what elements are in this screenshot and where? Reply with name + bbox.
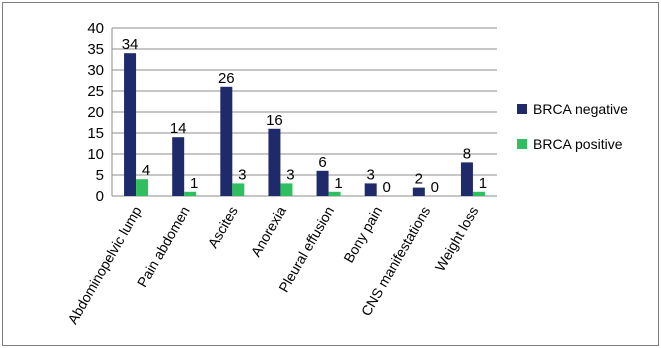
y-tick-label: 25 — [87, 83, 104, 100]
data-label-brca-positive: 3 — [286, 166, 294, 183]
bar-brca-positive — [280, 183, 293, 196]
y-tick-label: 0 — [96, 188, 104, 205]
y-tick-label: 35 — [87, 41, 104, 58]
data-label-brca-positive: 4 — [142, 162, 150, 179]
data-label-brca-positive: 3 — [238, 166, 246, 183]
bar-brca-negative — [220, 86, 233, 196]
legend-swatch — [517, 139, 527, 149]
bar-brca-negative — [124, 53, 137, 197]
data-label-brca-positive: 0 — [383, 179, 391, 196]
bar-brca-negative — [460, 162, 473, 196]
y-tick-label: 30 — [87, 62, 104, 79]
y-tick-label: 15 — [87, 125, 104, 142]
bars — [124, 53, 485, 197]
bar-brca-negative — [364, 183, 377, 196]
data-label-brca-negative: 3 — [367, 166, 375, 183]
bar-brca-negative — [268, 128, 281, 196]
legend-label: BRCA negative — [533, 101, 628, 117]
y-tick-label: 40 — [87, 20, 104, 37]
data-label-brca-negative: 16 — [266, 112, 283, 129]
legend: BRCA negative BRCA positive — [517, 101, 628, 152]
legend-label: BRCA positive — [533, 136, 623, 152]
bar-brca-negative — [412, 187, 425, 196]
bar-brca-negative — [172, 137, 185, 196]
bar-brca-positive — [472, 191, 485, 196]
bar-brca-positive — [328, 191, 341, 196]
data-label-brca-negative: 2 — [415, 171, 423, 188]
data-label-brca-negative: 26 — [218, 70, 235, 87]
data-label-brca-negative: 6 — [318, 154, 326, 171]
data-label-brca-negative: 8 — [463, 145, 471, 162]
data-label-brca-positive: 1 — [479, 175, 487, 192]
y-axis-ticks: 0 5 10 15 20 25 30 35 40 — [87, 20, 104, 205]
bar-brca-positive — [136, 179, 149, 196]
data-label-brca-positive: 0 — [431, 179, 439, 196]
legend-swatch — [517, 104, 527, 114]
bar-brca-positive — [184, 191, 197, 196]
y-tick-label: 5 — [96, 167, 104, 184]
data-label-brca-positive: 1 — [334, 175, 342, 192]
y-tick-label: 20 — [87, 104, 104, 121]
data-label-brca-negative: 14 — [170, 120, 187, 137]
data-label-brca-negative: 34 — [122, 36, 139, 53]
bar-brca-positive — [232, 183, 245, 196]
y-tick-label: 10 — [87, 146, 104, 163]
data-label-brca-positive: 1 — [190, 175, 198, 192]
bar-brca-negative — [316, 170, 329, 196]
